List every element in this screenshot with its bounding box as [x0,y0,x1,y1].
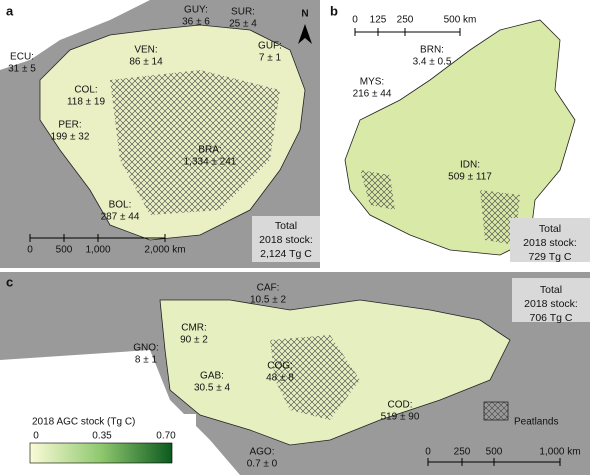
north-label: N [301,9,308,20]
scale-label: 500 [56,245,73,256]
total-text: 706 Tg C [530,312,573,324]
legend-title: 2018 AGC stock (Tg C) [32,417,135,428]
region-name: VEN: [134,45,157,56]
region-name: MYS: [360,77,384,88]
panel-letter: c [6,274,13,289]
north-arrow [298,24,312,44]
region-name: COL: [74,85,97,96]
region-value: 86 ± 14 [129,57,163,68]
panel-c: c CAF:10.5 ± 2 CMR:90 ± 2 GNO:8 ± 1 GAB:30.… [0,272,590,475]
region-value: 118 ± 19 [67,97,106,108]
region-name: SUR: [231,7,255,18]
region-name: GUF: [258,41,282,52]
region-value: 7 ± 1 [259,53,282,64]
scale-label: 2,000 km [144,245,185,256]
region-name: AGO: [249,447,274,458]
scale-label: 1,000 [85,245,110,256]
region-name: COG: [267,361,293,372]
scale-label: 500 [486,447,503,458]
region-name: GUY: [184,5,208,16]
peatlands-label: Peatlands [514,417,558,428]
region-value: 0.7 ± 0 [247,459,278,470]
region-value: 519 ± 90 [381,412,420,423]
scale-label: 0 [425,447,431,458]
scale-label: 125 [370,15,387,26]
scale-label: 1,000 km [539,447,580,458]
hatched-area [270,335,360,420]
region-name: PER: [58,120,81,131]
region-value: 90 ± 2 [180,335,208,346]
total-box [510,218,590,262]
scale-label: 250 [454,447,471,458]
total-text: 2018 stock: [259,234,313,246]
region-value: 25 ± 4 [229,19,257,30]
total-text: Total [275,220,297,232]
region-value: 3.4 ± 0.5 [413,57,452,68]
region-name: BRA: [198,145,221,156]
region-value: 1,334 ± 241 [184,157,237,168]
total-text: 2018 stock: [523,237,577,249]
scale-label: 250 [397,15,414,26]
region-name: COD: [388,400,413,411]
hatched-area [360,170,520,245]
region-name: GNO: [133,343,159,354]
panel-letter: b [330,3,338,18]
panel-b: b BRN:3.4 ± 0.5 MYS:216 ± 44 IDN:509 ± 117… [325,0,590,268]
region-value: 8 ± 1 [135,355,158,366]
panel-letter: a [6,3,14,18]
ocean [0,0,150,70]
region-name: GAB: [200,371,224,382]
scale-label: 0 [27,245,33,256]
region-name: CMR: [181,323,207,334]
region-value: 48 ± 8 [266,373,294,384]
region-name: BOL: [109,200,132,211]
region-value: 199 ± 32 [51,132,90,143]
region-value: 216 ± 44 [353,89,392,100]
scale-label: 500 km [444,15,477,26]
legend-tick: 0 [33,431,39,442]
legend-tick: 0.70 [156,431,176,442]
region-name: CAF: [257,283,280,294]
region-name: ECU: [10,52,34,63]
peatlands-swatch [483,401,509,421]
total-text: 729 Tg C [529,251,572,263]
total-box [252,216,320,262]
region-value: 30.5 ± 4 [194,383,231,394]
legend-tick: 0.35 [92,431,112,442]
region-name: BRN: [420,45,444,56]
region-value: 31 ± 5 [8,64,36,75]
hatched-area [110,70,280,215]
total-text: Total [540,284,562,296]
region-value: 36 ± 6 [182,17,210,28]
region-value: 287 ± 44 [101,212,140,223]
scale-label: 0 [352,15,358,26]
region-value: 509 ± 117 [448,172,492,183]
total-text: 2018 stock: [524,298,578,310]
total-text: Total [539,223,561,235]
total-box [512,278,590,322]
colorbar [29,442,173,464]
region-name: IDN: [460,160,480,171]
total-text: 2,124 Tg C [260,248,312,260]
region-value: 10.5 ± 2 [250,295,287,306]
